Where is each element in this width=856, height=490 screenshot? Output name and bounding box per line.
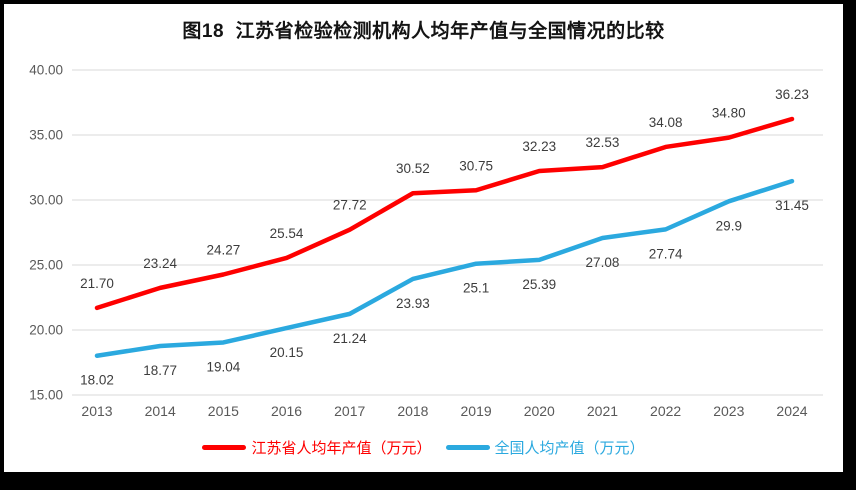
- data-label: 36.23: [775, 87, 809, 102]
- data-label: 20.15: [270, 345, 304, 360]
- data-label: 29.9: [716, 218, 742, 233]
- data-label: 27.72: [333, 198, 367, 213]
- data-label: 23.93: [396, 296, 430, 311]
- legend-item: 江苏省人均年产值（万元）: [202, 437, 432, 458]
- data-label: 24.27: [206, 242, 240, 257]
- data-label: 18.02: [80, 373, 114, 388]
- x-axis-tick-label: 2023: [713, 403, 744, 419]
- x-axis-tick-label: 2022: [650, 403, 681, 419]
- y-axis-tick-label: 40.00: [29, 63, 63, 78]
- x-axis-tick-label: 2016: [271, 403, 302, 419]
- data-label: 30.75: [459, 158, 493, 173]
- data-label: 25.39: [522, 277, 556, 292]
- x-axis-tick-label: 2018: [397, 403, 428, 419]
- x-axis-tick-label: 2013: [81, 403, 112, 419]
- data-label: 19.04: [206, 359, 240, 374]
- data-label: 32.23: [522, 139, 556, 154]
- data-label: 25.1: [463, 281, 489, 296]
- series-line: [94, 178, 795, 358]
- data-label: 21.70: [80, 276, 114, 291]
- data-label: 31.45: [775, 198, 809, 213]
- data-label: 23.24: [143, 256, 177, 271]
- data-label: 27.08: [586, 255, 620, 270]
- line-chart-plot: 15.00 20.00 25.00 30.00 35.00 40.00 2013 2014 20…: [29, 63, 823, 419]
- data-label: 34.08: [649, 115, 683, 130]
- data-label: 32.53: [586, 135, 620, 150]
- x-axis-tick-label: 2019: [461, 403, 492, 419]
- data-label: 25.54: [270, 226, 304, 241]
- x-axis-tick-label: 2021: [587, 403, 618, 419]
- legend-label: 全国人均产值（万元）: [494, 440, 645, 457]
- legend-item: 全国人均产值（万元）: [445, 437, 645, 458]
- x-axis-tick-label: 2020: [524, 403, 555, 419]
- y-axis-tick-label: 15.00: [29, 388, 63, 403]
- series-line: [94, 116, 795, 311]
- legend-label: 江苏省人均年产值（万元）: [251, 440, 432, 457]
- data-label: 34.80: [712, 106, 746, 121]
- data-label: 27.74: [649, 246, 683, 261]
- legend-line-swatch: [202, 445, 247, 450]
- data-label: 21.24: [333, 331, 367, 346]
- data-label: 18.77: [143, 363, 177, 378]
- chart-canvas: 图18 江苏省检验检测机构人均年产值与全国情况的比较 15.00 20.00 25.…: [4, 4, 843, 472]
- y-axis-tick-label: 30.00: [29, 193, 63, 208]
- x-axis-tick-label: 2017: [334, 403, 365, 419]
- y-axis-tick-label: 20.00: [29, 323, 63, 338]
- data-label: 30.52: [396, 161, 430, 176]
- y-axis-tick-label: 35.00: [29, 128, 63, 143]
- x-axis-tick-label: 2015: [208, 403, 239, 419]
- legend-line-swatch: [445, 445, 490, 450]
- x-axis-tick-label: 2024: [776, 403, 807, 419]
- chart-legend: 江苏省人均年产值（万元） 全国人均产值（万元）: [4, 437, 843, 458]
- x-axis-tick-label: 2014: [145, 403, 176, 419]
- chart-title: 图18 江苏省检验检测机构人均年产值与全国情况的比较: [182, 21, 665, 42]
- y-axis-tick-label: 25.00: [29, 258, 63, 273]
